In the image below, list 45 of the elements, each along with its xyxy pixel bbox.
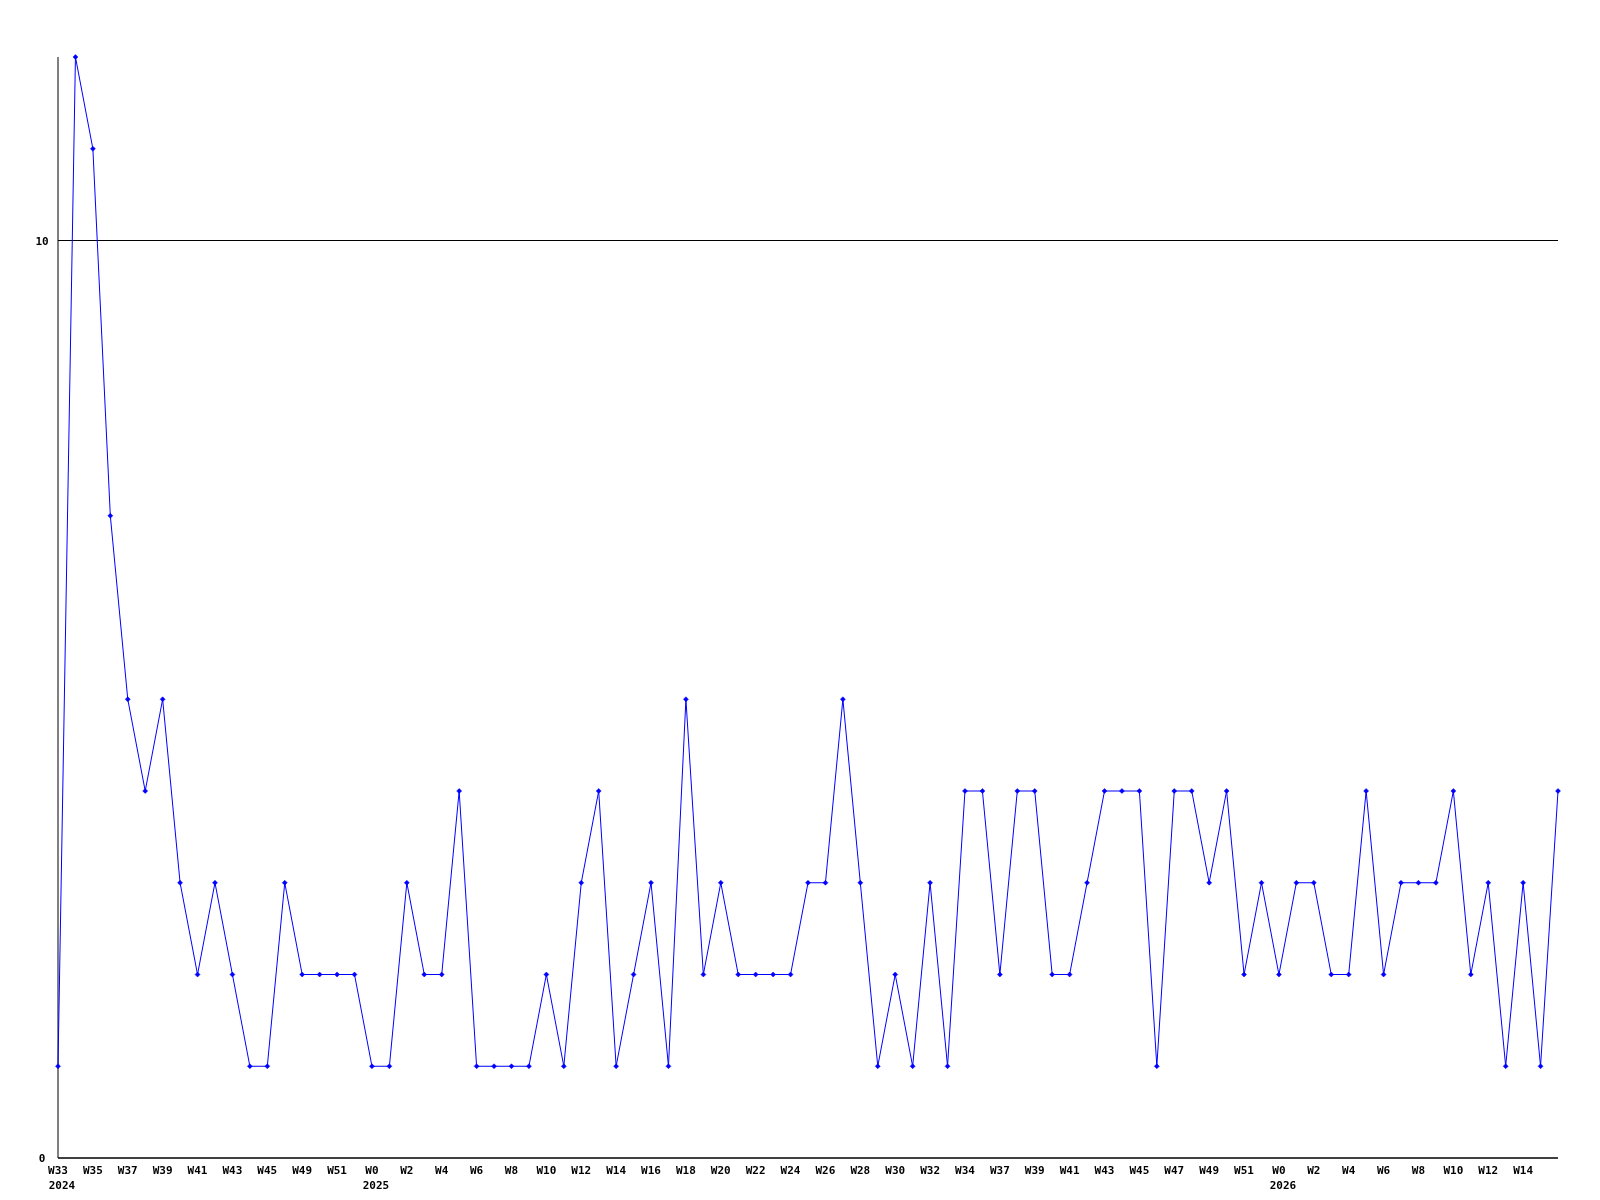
x-tick-label: W41: [187, 1164, 208, 1177]
x-tick-label: W8: [1411, 1164, 1426, 1177]
x-tick-label: W10: [536, 1164, 557, 1177]
x-tick-label: W8: [504, 1164, 519, 1177]
x-tick-label: W14: [1513, 1164, 1534, 1177]
x-tick-label: W35: [82, 1164, 103, 1177]
x-tick-label: W16: [641, 1164, 662, 1177]
x-tick-label: W28: [850, 1164, 871, 1177]
x-tick-label: W26: [815, 1164, 836, 1177]
x-tick-label: W4: [1342, 1164, 1356, 1177]
x-tick-label: W39: [1024, 1164, 1045, 1177]
x-tick-label: W2: [1307, 1164, 1321, 1177]
x-tick-label: W6: [1376, 1164, 1391, 1177]
x-tick-label: W2: [400, 1164, 414, 1177]
x-tick-label: W37: [117, 1164, 138, 1177]
x-tick-label: W43: [1094, 1164, 1115, 1177]
x-tick-label: W14: [606, 1164, 627, 1177]
x-tick-label: W41: [1059, 1164, 1080, 1177]
x-tick-label: W10: [1443, 1164, 1464, 1177]
x-tick-label: W51: [1234, 1164, 1255, 1177]
x-tick-label: W22: [745, 1164, 766, 1177]
x-tick-label: W39: [152, 1164, 173, 1177]
x-tick-label: W43: [222, 1164, 243, 1177]
x-tick-label: W45: [257, 1164, 278, 1177]
x-tick-label: W24: [780, 1164, 801, 1177]
x-tick-label: W37: [989, 1164, 1010, 1177]
x-tick-label: W18: [675, 1164, 696, 1177]
x-tick-label: W49: [1199, 1164, 1220, 1177]
x-tick-label: W30: [885, 1164, 906, 1177]
x-tick-label: W0 2026: [1269, 1164, 1297, 1192]
x-tick-label: W12: [1478, 1164, 1499, 1177]
x-tick-label: W47: [1164, 1164, 1185, 1177]
x-tick-label: W49: [292, 1164, 313, 1177]
x-tick-label: W33 2024: [48, 1164, 76, 1192]
x-tick-label: W6: [469, 1164, 484, 1177]
x-tick-label: W20: [710, 1164, 731, 1177]
y-tick-label: 10: [35, 234, 49, 248]
x-tick-label: W45: [1129, 1164, 1150, 1177]
x-tick-label: W32: [920, 1164, 941, 1177]
x-tick-label: W51: [327, 1164, 348, 1177]
x-tick-label: W4: [435, 1164, 449, 1177]
x-tick-label: W34: [955, 1164, 976, 1177]
x-tick-label: W0 2025: [362, 1164, 390, 1192]
y-tick-label: 0: [38, 1152, 46, 1165]
x-tick-label: W12: [571, 1164, 592, 1177]
